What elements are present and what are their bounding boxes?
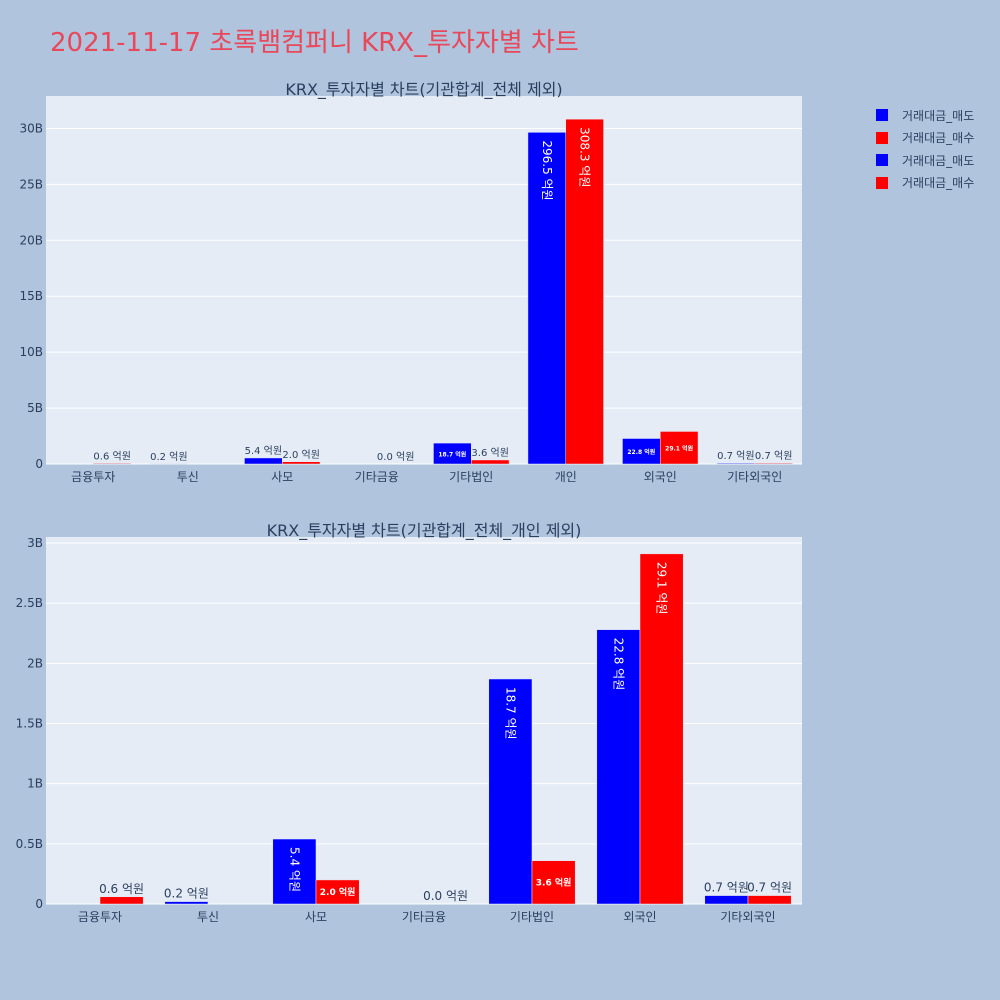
x-tick-label: 기타외국인 bbox=[727, 470, 782, 484]
y-tick-label: 5B bbox=[27, 401, 43, 415]
data-label: 0.7 억원 bbox=[755, 450, 792, 462]
data-label: 0.2 억원 bbox=[164, 887, 209, 901]
bar bbox=[272, 838, 317, 905]
x-tick-label: 기타금융 bbox=[355, 470, 399, 484]
y-tick-label: 1.5B bbox=[16, 717, 43, 731]
legend-swatch bbox=[876, 131, 888, 144]
x-tick-label: 투신 bbox=[177, 470, 199, 484]
bar bbox=[704, 895, 749, 905]
data-label: 296.5 억원 bbox=[540, 140, 554, 200]
bar bbox=[527, 132, 567, 465]
data-label: 0.6 억원 bbox=[99, 882, 144, 896]
legend-swatch bbox=[876, 154, 888, 167]
x-tick-label: 기타법인 bbox=[510, 910, 554, 924]
y-tick-label: 0 bbox=[35, 897, 43, 911]
x-tick-label: 외국인 bbox=[644, 470, 677, 484]
x-tick-label: 금융투자 bbox=[71, 470, 115, 484]
legend-item[interactable]: 거래대금_매수 bbox=[876, 172, 974, 195]
data-label: 29.1 억원 bbox=[655, 562, 669, 615]
x-tick-label: 사모 bbox=[305, 910, 327, 924]
data-label: 0.0 억원 bbox=[423, 889, 468, 903]
bar bbox=[471, 459, 510, 465]
bar bbox=[622, 438, 661, 465]
data-label: 3.6 억원 bbox=[471, 447, 508, 459]
bar bbox=[282, 461, 321, 465]
y-tick-label: 3B bbox=[27, 536, 43, 550]
legend-item[interactable]: 거래대금_매수 bbox=[876, 127, 974, 150]
data-label: 29.1 억원 bbox=[665, 445, 693, 453]
bar bbox=[315, 879, 360, 905]
y-tick-label: 15B bbox=[19, 289, 43, 303]
y-tick-label: 25B bbox=[19, 177, 43, 191]
bar bbox=[164, 901, 209, 905]
x-tick-label: 금융투자 bbox=[78, 910, 122, 924]
x-tick-label: 기타금융 bbox=[402, 910, 446, 924]
data-label: 0.0 억원 bbox=[377, 451, 414, 463]
data-label: 0.7 억원 bbox=[717, 450, 754, 462]
data-label: 2.0 억원 bbox=[320, 886, 356, 898]
y-tick-label: 30B bbox=[19, 121, 43, 135]
y-tick-label: 10B bbox=[19, 345, 43, 359]
chart-title: KRX_투자자별 차트(기관합계_전체 제외) bbox=[285, 80, 562, 100]
data-label: 2.0 억원 bbox=[282, 449, 319, 461]
y-tick-label: 1B bbox=[27, 777, 43, 791]
data-label: 0.7 억원 bbox=[747, 881, 792, 895]
x-tick-label: 기타법인 bbox=[449, 470, 493, 484]
y-tick-label: 20B bbox=[19, 233, 43, 247]
bar bbox=[531, 860, 576, 905]
legend-label: 거래대금_매수 bbox=[902, 176, 975, 191]
y-tick-label: 0.5B bbox=[16, 837, 43, 851]
legend-item[interactable]: 거래대금_매도 bbox=[876, 104, 974, 127]
legend-label: 거래대금_매수 bbox=[902, 131, 975, 146]
bar bbox=[433, 442, 472, 465]
data-label: 22.8 억원 bbox=[627, 448, 655, 456]
x-tick-label: 개인 bbox=[555, 470, 577, 484]
data-label: 18.7 억원 bbox=[438, 451, 466, 459]
bar bbox=[488, 678, 533, 905]
bar bbox=[716, 462, 756, 465]
data-label: 22.8 억원 bbox=[611, 638, 625, 691]
legend-label: 거래대금_매도 bbox=[902, 108, 975, 123]
data-label: 5.4 억원 bbox=[245, 445, 282, 457]
bar bbox=[93, 463, 132, 465]
y-tick-label: 2B bbox=[27, 656, 43, 670]
plot-area bbox=[46, 537, 802, 904]
page-title: 2021-11-17 초록뱀컴퍼니 KRX_투자자별 차트 bbox=[50, 28, 579, 58]
legend-swatch bbox=[876, 176, 888, 189]
data-label: 5.4 억원 bbox=[287, 847, 301, 892]
data-label: 0.2 억원 bbox=[150, 451, 187, 463]
chart-title: KRX_투자자별 차트(기관합계_전체_개인 제외) bbox=[267, 521, 582, 541]
legend-item[interactable]: 거래대금_매도 bbox=[876, 149, 974, 172]
data-label: 308.3 억원 bbox=[578, 127, 592, 187]
data-label: 0.6 억원 bbox=[93, 450, 130, 462]
data-label: 0.7 억원 bbox=[704, 881, 749, 895]
x-tick-label: 투신 bbox=[197, 910, 219, 924]
bar bbox=[747, 895, 792, 905]
bar bbox=[754, 462, 793, 465]
bar bbox=[99, 896, 144, 905]
bar bbox=[565, 118, 604, 465]
y-tick-label: 0 bbox=[35, 457, 43, 471]
bar bbox=[660, 431, 699, 465]
legend-swatch bbox=[876, 109, 888, 122]
legend[interactable]: 거래대금_매도 거래대금_매수 거래대금_매도 거래대금_매수 bbox=[876, 104, 974, 194]
legend-label: 거래대금_매도 bbox=[902, 153, 975, 168]
x-tick-label: 사모 bbox=[271, 470, 293, 484]
x-tick-label: 외국인 bbox=[623, 910, 656, 924]
bar bbox=[639, 553, 684, 905]
x-tick-label: 기타외국인 bbox=[720, 910, 775, 924]
data-label: 3.6 억원 bbox=[536, 876, 572, 888]
data-label: 18.7 억원 bbox=[503, 687, 517, 740]
y-tick-label: 2.5B bbox=[16, 596, 43, 610]
bar bbox=[244, 457, 283, 465]
bar bbox=[596, 629, 641, 905]
plot-area bbox=[46, 96, 802, 464]
